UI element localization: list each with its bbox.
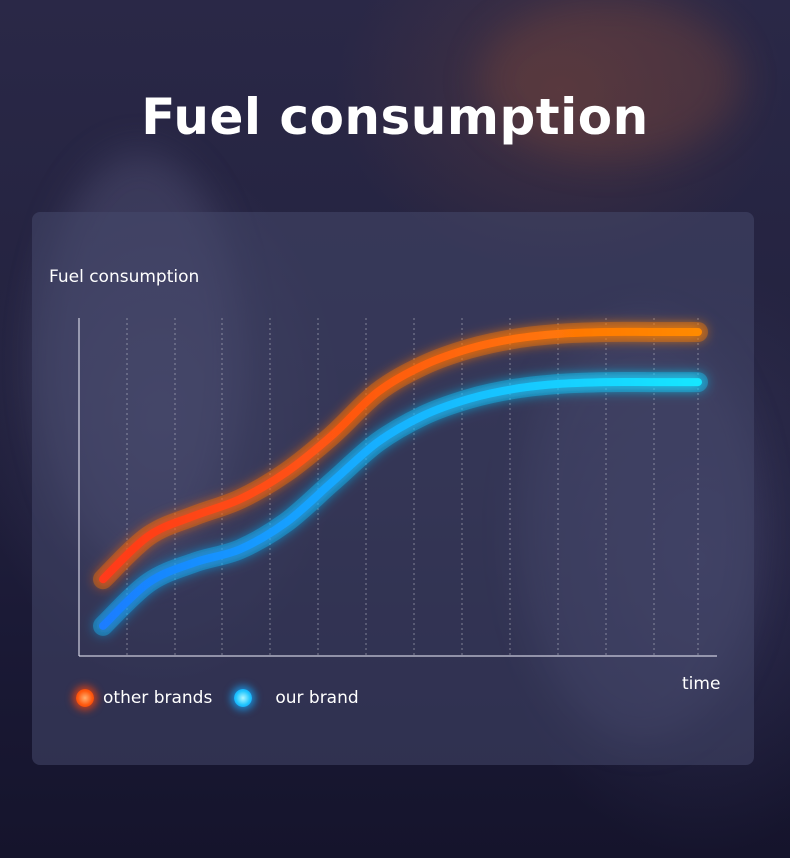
background-rollcage-shape [480,0,740,160]
chart-panel [32,212,754,765]
chart-axes [78,318,717,657]
chart-x-axis-label: time [682,674,721,694]
legend-marker-other-brands [76,689,94,707]
chart-y-axis-label: Fuel consumption [49,267,200,287]
legend-label-our-brand: our brand [275,688,359,708]
chart-legend: other brands our brand [76,688,359,708]
series-line-our-brand-glow [93,371,708,636]
legend-item-other-brands: other brands [76,688,212,708]
series-line-other-brands [99,327,702,584]
series-line-our-brand [99,377,702,630]
legend-item-our-brand: our brand [234,688,359,708]
series-line-other-brands-glow [93,321,708,590]
chart-series-layer [93,321,708,636]
legend-label-other-brands: other brands [103,688,213,708]
page-title: Fuel consumption [141,88,649,146]
legend-marker-our-brand [234,689,253,707]
